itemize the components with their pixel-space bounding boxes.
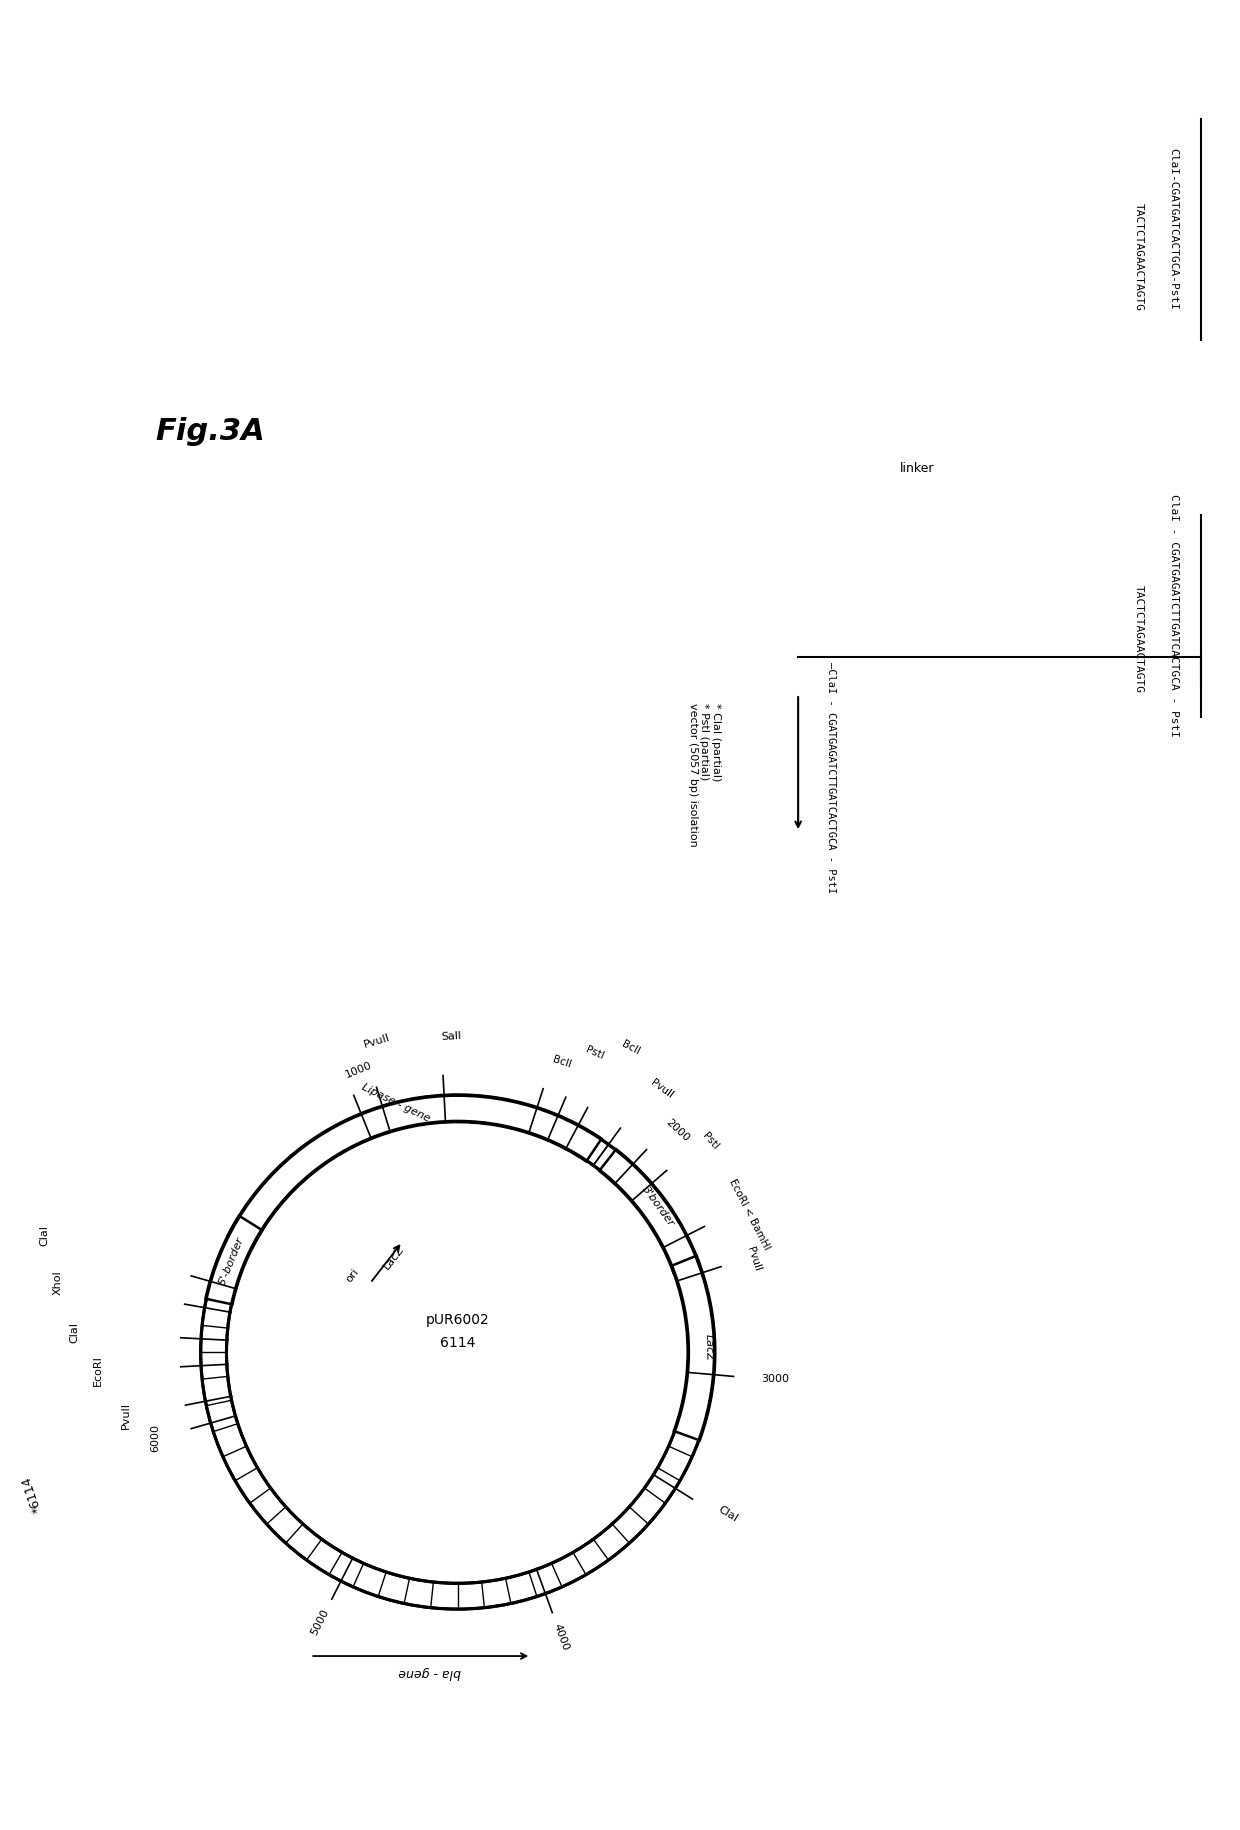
Text: 5000: 5000 [309,1607,331,1636]
Text: EcoRI: EcoRI [93,1356,103,1387]
Wedge shape [671,1255,715,1440]
Text: 2000: 2000 [665,1118,692,1144]
Text: 1000: 1000 [343,1060,373,1080]
Text: bla - gene: bla - gene [398,1665,461,1680]
Text: ClaI - CGATGAGATCTTGATCACTGCA - PstI: ClaI - CGATGAGATCTTGATCACTGCA - PstI [1169,494,1179,737]
Text: *6114: *6114 [20,1475,45,1513]
Text: TACTCTAGAACTAGTG: TACTCTAGAACTAGTG [1133,203,1143,311]
Text: * ClaI (partial)
* PstI (partial)
vector (5057 bp) isolation: * ClaI (partial) * PstI (partial) vector… [688,703,720,847]
Text: EcoRI < BamHI: EcoRI < BamHI [728,1177,771,1252]
Text: linker: linker [899,461,934,476]
Text: 6000: 6000 [150,1424,160,1451]
Wedge shape [599,1149,699,1274]
Text: —ClaI - CGATGAGATCTTGATCACTGCA - PstI: —ClaI - CGATGAGATCTTGATCACTGCA - PstI [826,662,836,893]
Text: LacZ: LacZ [381,1244,405,1272]
Wedge shape [228,1094,601,1248]
Text: PvuII: PvuII [649,1078,675,1102]
Text: ClaI-CGATGATCACTGCA-PstI: ClaI-CGATGATCACTGCA-PstI [1169,148,1179,311]
Text: PstI: PstI [701,1131,720,1151]
Text: ClaI: ClaI [40,1224,50,1246]
Text: PvuII: PvuII [745,1244,763,1272]
Text: PvuII: PvuII [362,1032,392,1050]
Text: Fig.3A: Fig.3A [155,417,265,447]
Text: ori: ori [343,1266,361,1285]
Wedge shape [206,1215,263,1305]
Text: pUR6002: pUR6002 [425,1314,490,1327]
Text: 4000: 4000 [552,1621,570,1652]
Text: 3000: 3000 [761,1374,789,1383]
Text: Lipase - gene: Lipase - gene [360,1082,432,1124]
Text: PvuII: PvuII [122,1402,131,1429]
Text: BclI: BclI [620,1039,641,1056]
Text: XhoI: XhoI [52,1270,62,1296]
Text: BclI: BclI [552,1054,573,1071]
Text: PstI: PstI [584,1045,605,1061]
Text: 6114: 6114 [440,1336,475,1351]
Text: LacZ: LacZ [703,1334,714,1362]
Text: ClaI: ClaI [715,1504,739,1524]
Text: 3'border: 3'border [641,1184,677,1228]
Text: SalI: SalI [441,1032,461,1043]
Text: ClaI: ClaI [69,1321,79,1343]
Text: TACTCTAGAACTAGTG: TACTCTAGAACTAGTG [1133,586,1143,694]
Text: 5'-border: 5'-border [217,1235,246,1286]
